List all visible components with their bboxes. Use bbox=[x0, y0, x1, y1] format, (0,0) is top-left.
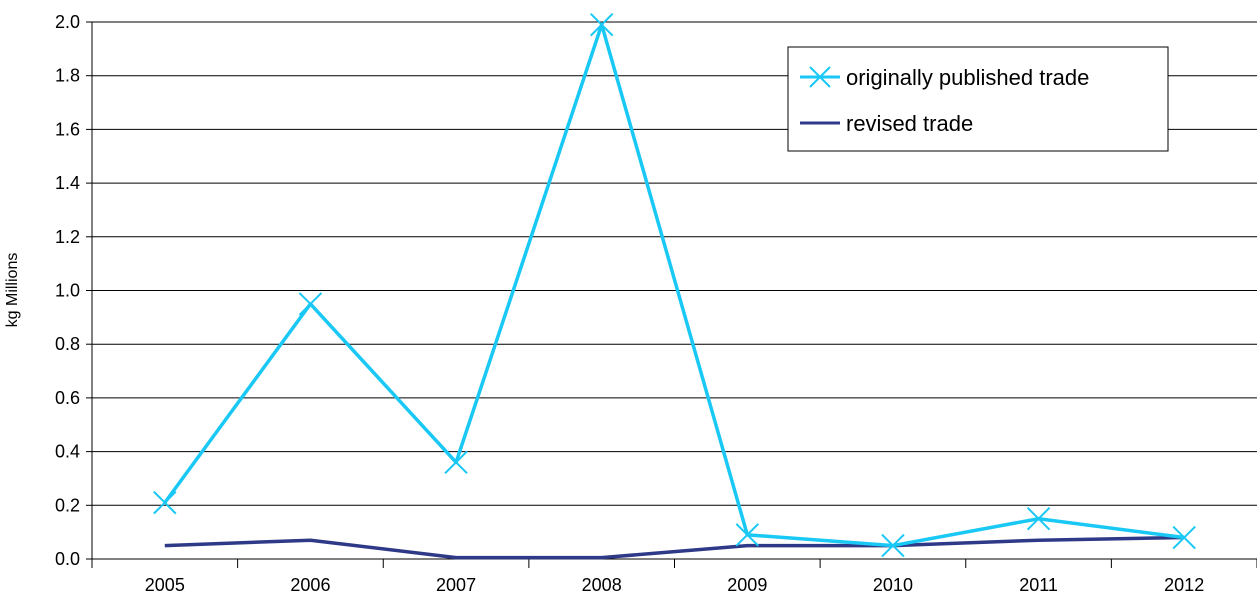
legend-label-revised: revised trade bbox=[846, 111, 973, 136]
y-tick-label: 1.2 bbox=[55, 227, 80, 247]
x-tick-label: 2005 bbox=[145, 575, 185, 595]
y-tick-label: 0.0 bbox=[55, 549, 80, 569]
legend-label-originally-published: originally published trade bbox=[846, 65, 1089, 90]
data-point-marker bbox=[299, 293, 321, 315]
y-tick-label: 1.0 bbox=[55, 281, 80, 301]
y-tick-label: 2.0 bbox=[55, 12, 80, 32]
x-tick-label: 2012 bbox=[1164, 575, 1204, 595]
y-tick-label: 0.8 bbox=[55, 334, 80, 354]
legend: originally published trade revised trade bbox=[788, 47, 1168, 151]
y-tick-label: 0.4 bbox=[55, 442, 80, 462]
y-tick-label: 1.4 bbox=[55, 173, 80, 193]
legend-box bbox=[788, 47, 1168, 151]
y-tick-label: 1.6 bbox=[55, 119, 80, 139]
series-line-revised bbox=[165, 538, 1184, 558]
y-axis-title: kg Millions bbox=[4, 253, 21, 328]
y-tick-label: 0.2 bbox=[55, 495, 80, 515]
x-tick-label: 2010 bbox=[873, 575, 913, 595]
x-tick-label: 2011 bbox=[1019, 575, 1058, 595]
x-tick-label: 2007 bbox=[436, 575, 476, 595]
x-tick-label: 2006 bbox=[290, 575, 330, 595]
y-tick-label: 0.6 bbox=[55, 388, 80, 408]
x-tick-label: 2008 bbox=[582, 575, 622, 595]
data-point-marker bbox=[154, 492, 176, 514]
data-point-marker bbox=[445, 451, 467, 473]
data-point-marker bbox=[591, 14, 613, 36]
y-tick-label: 1.8 bbox=[55, 66, 80, 86]
x-tick-label: 2009 bbox=[727, 575, 767, 595]
